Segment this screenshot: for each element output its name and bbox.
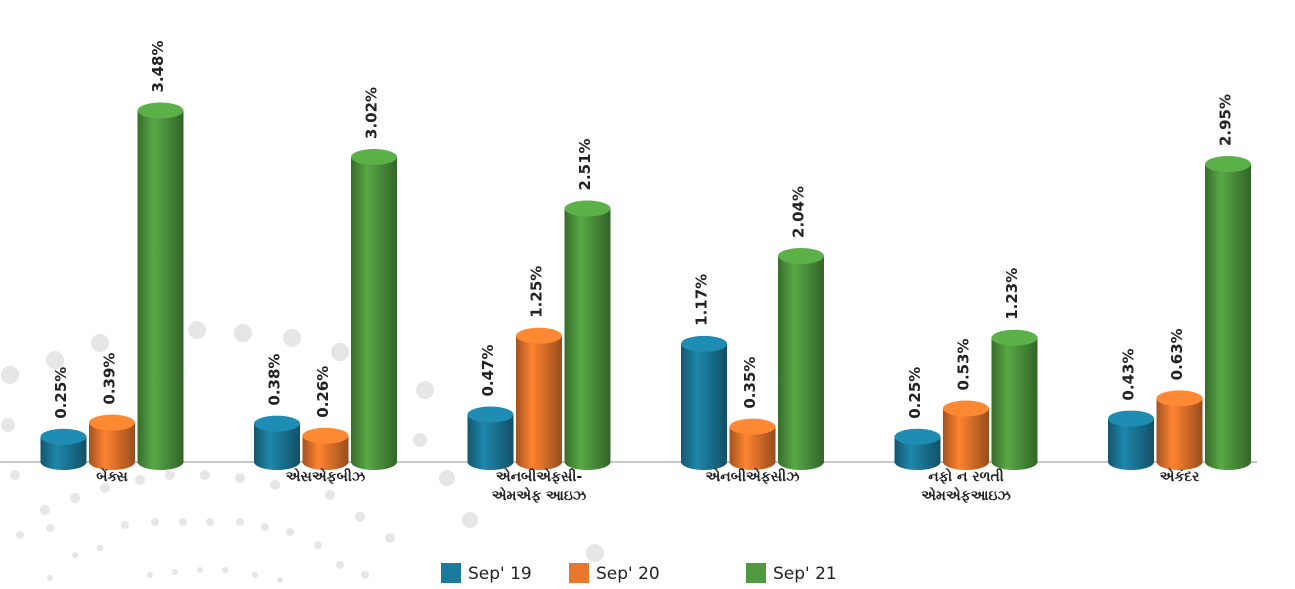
value-label: 2.51% xyxy=(576,138,594,190)
legend-label: Sep' 21 xyxy=(773,564,837,584)
bar-cap xyxy=(467,406,514,423)
value-label: 1.25% xyxy=(528,266,546,318)
bar-cap xyxy=(137,102,184,119)
x-tick-label: એનબીએફસી- એમએફ આઇઝ xyxy=(491,469,587,504)
legend-item: Sep' 19 xyxy=(441,563,532,584)
bar xyxy=(729,426,776,470)
bar xyxy=(137,110,184,471)
value-label: 0.25% xyxy=(906,367,924,419)
legend-label: Sep' 20 xyxy=(596,564,660,584)
value-label: 1.23% xyxy=(1003,268,1021,320)
bar-cap xyxy=(1205,156,1251,173)
legend-swatch xyxy=(746,563,766,583)
value-label: 2.04% xyxy=(790,186,808,238)
value-label: 0.63% xyxy=(1168,328,1186,380)
value-label: 3.02% xyxy=(363,87,381,139)
bar-cap xyxy=(943,400,989,417)
bar-cap xyxy=(564,200,611,217)
legend-item: Sep' 21 xyxy=(746,563,837,584)
bar-cap xyxy=(302,427,349,444)
x-tick-label: એનબીએફસીઝ xyxy=(705,469,800,485)
x-tick-label: એસએફબીઝ xyxy=(285,469,366,485)
x-tick-label: એકંદર xyxy=(1159,469,1200,485)
bar xyxy=(467,414,514,470)
bar-cap xyxy=(778,247,824,264)
value-label: 0.35% xyxy=(741,357,759,409)
value-label: 0.39% xyxy=(101,353,119,405)
bar xyxy=(778,255,824,470)
legend-swatch xyxy=(441,563,461,583)
bar-cap xyxy=(254,415,300,432)
value-label: 0.43% xyxy=(1120,349,1138,401)
bar-cap xyxy=(1156,390,1203,407)
bar-cap xyxy=(351,148,397,165)
value-label: 2.95% xyxy=(1217,94,1235,146)
value-label: 0.53% xyxy=(955,338,973,390)
bar-cap xyxy=(516,327,562,344)
bar xyxy=(681,343,727,470)
bar-cap xyxy=(681,335,727,352)
bar xyxy=(564,208,611,471)
bar-cap xyxy=(729,418,776,435)
legend-swatch xyxy=(569,563,589,583)
legend-item: Sep' 20 xyxy=(569,563,660,584)
bar-cap xyxy=(89,414,135,431)
bar xyxy=(351,156,397,471)
bar-cap xyxy=(40,428,87,445)
bar xyxy=(302,435,349,470)
bar-cap xyxy=(1108,410,1154,427)
value-label: 0.47% xyxy=(479,344,497,396)
bar xyxy=(89,422,135,470)
bar xyxy=(1108,418,1154,470)
value-label: 3.48% xyxy=(149,40,167,92)
value-label: 0.25% xyxy=(52,367,70,419)
bar xyxy=(1156,398,1203,470)
bar xyxy=(943,408,989,470)
value-label: 0.26% xyxy=(314,366,332,418)
legend-label: Sep' 19 xyxy=(468,564,532,584)
x-tick-label: બેંક્સ xyxy=(96,469,128,485)
bar-cap xyxy=(894,428,941,445)
bar xyxy=(1205,164,1251,471)
value-label: 1.17% xyxy=(693,274,711,326)
bar-cap xyxy=(991,329,1038,346)
bar xyxy=(40,436,87,470)
value-label: 0.38% xyxy=(266,354,284,406)
bar xyxy=(516,335,562,470)
bar xyxy=(894,436,941,470)
x-tick-label: નફો ન રળતી એમએફઆઇઝ xyxy=(921,469,1011,504)
bar xyxy=(254,423,300,470)
bar xyxy=(991,337,1038,470)
